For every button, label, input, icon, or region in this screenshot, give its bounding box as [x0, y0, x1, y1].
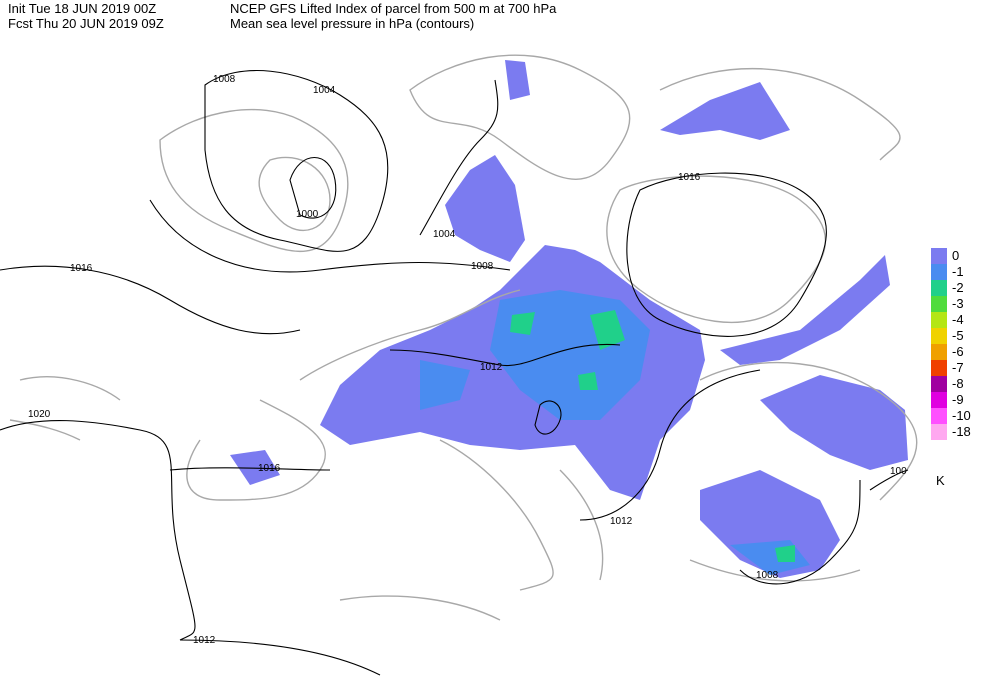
legend-swatch — [931, 376, 947, 392]
legend-swatch — [931, 248, 947, 264]
contour-label: 1016 — [678, 172, 701, 183]
contour-label: 1020 — [28, 409, 51, 420]
contour-label: 1008 — [471, 261, 494, 272]
contour-label: 1012 — [480, 362, 503, 373]
legend-unit: K — [936, 473, 945, 488]
pressure-contours — [0, 69, 909, 676]
contour-label: 1008 — [213, 74, 236, 85]
contour-label: 1016 — [258, 463, 281, 474]
legend-label: -9 — [952, 392, 964, 407]
contour-labels: 1008 1004 1000 1004 1008 1016 1016 1012 … — [28, 74, 907, 646]
contour-label: 1004 — [313, 85, 336, 96]
title: NCEP GFS Lifted Index of parcel from 500… — [230, 1, 557, 16]
legend-label: -2 — [952, 280, 964, 295]
legend-label: -10 — [952, 408, 971, 423]
contour-label: 1016 — [70, 263, 93, 274]
forecast-time: Fcst Thu 20 JUN 2019 09Z — [8, 16, 164, 31]
init-time: Init Tue 18 JUN 2019 00Z — [8, 1, 156, 16]
lifted-index-fill — [230, 60, 908, 578]
legend-swatch — [931, 328, 947, 344]
contour-label: 1012 — [610, 516, 633, 527]
legend-swatch — [931, 312, 947, 328]
legend-label: -1 — [952, 264, 964, 279]
legend-swatch — [931, 360, 947, 376]
legend-label: -18 — [952, 424, 971, 439]
legend-label: -7 — [952, 360, 964, 375]
legend-label: -6 — [952, 344, 964, 359]
legend: 0-1-2-3-4-5-6-7-8-9-10-18 — [931, 248, 971, 440]
subtitle: Mean sea level pressure in hPa (contours… — [230, 16, 474, 31]
contour-label: 1000 — [296, 209, 319, 220]
contour-label: 1012 — [193, 635, 216, 646]
legend-label: 0 — [952, 248, 959, 263]
legend-label: -4 — [952, 312, 964, 327]
legend-swatch — [931, 424, 947, 440]
legend-swatch — [931, 392, 947, 408]
contour-label: 1008 — [756, 570, 779, 581]
legend-label: -8 — [952, 376, 964, 391]
contour-label: 1004 — [433, 229, 456, 240]
legend-swatch — [931, 344, 947, 360]
legend-swatch — [931, 280, 947, 296]
legend-swatch — [931, 296, 947, 312]
contour-label: 100 — [890, 466, 907, 477]
legend-label: -3 — [952, 296, 964, 311]
legend-swatch — [931, 408, 947, 424]
legend-label: -5 — [952, 328, 964, 343]
coastlines — [9, 54, 918, 621]
legend-swatch — [931, 264, 947, 280]
